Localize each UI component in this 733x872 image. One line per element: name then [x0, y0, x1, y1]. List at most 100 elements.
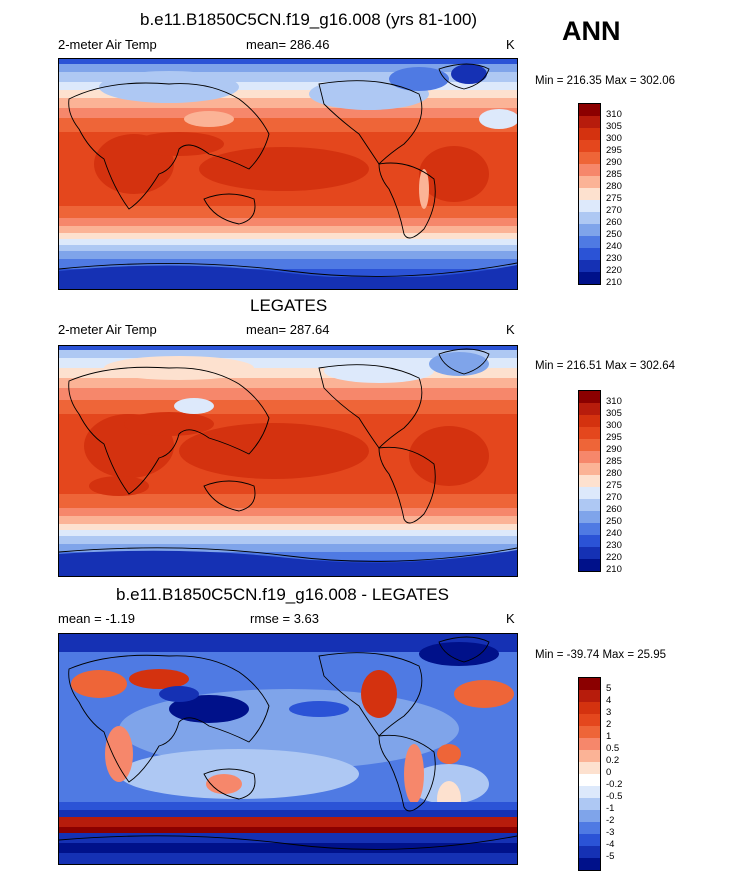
colorbar-tick: 300	[606, 133, 622, 144]
colorbar-tick: 285	[606, 456, 622, 467]
colorbar-swatch	[579, 714, 600, 726]
panel-3-map	[58, 633, 518, 865]
colorbar-swatch	[579, 750, 600, 762]
colorbar-tick: 275	[606, 193, 622, 204]
colorbar-swatch	[579, 774, 600, 786]
colorbar-swatch	[579, 403, 600, 415]
panel-2-variable-label: 2-meter Air Temp	[58, 322, 157, 337]
colorbar-swatch	[579, 738, 600, 750]
panel-1-map	[58, 58, 518, 290]
panel-1-units-label: K	[506, 37, 515, 52]
panel-2-colorbar	[578, 390, 601, 572]
panel-3-mean-label: mean = -1.19	[58, 611, 135, 626]
panel-1-minmax: Min = 216.35 Max = 302.06	[535, 75, 676, 87]
colorbar-swatch	[579, 260, 600, 272]
colorbar-swatch	[579, 822, 600, 834]
colorbar-swatch	[579, 523, 600, 535]
colorbar-swatch	[579, 391, 600, 403]
panel-3-title: b.e11.B1850C5CN.f19_g16.008 - LEGATES	[116, 585, 449, 604]
panel-1-mean-label: mean= 286.46	[246, 37, 330, 52]
colorbar-swatch	[579, 475, 600, 487]
colorbar-swatch	[579, 463, 600, 475]
panel-3-units-label: K	[506, 611, 515, 626]
colorbar-tick: -4	[606, 839, 615, 850]
colorbar-swatch	[579, 116, 600, 128]
colorbar-swatch	[579, 224, 600, 236]
colorbar-tick: 295	[606, 432, 622, 443]
colorbar-swatch	[579, 535, 600, 547]
colorbar-tick: 290	[606, 444, 622, 455]
colorbar-tick: 240	[606, 528, 622, 539]
colorbar-swatch	[579, 858, 600, 870]
colorbar-tick: 220	[606, 552, 622, 563]
colorbar-swatch	[579, 272, 600, 284]
colorbar-tick: 210	[606, 277, 622, 288]
colorbar-tick: 295	[606, 145, 622, 156]
colorbar-swatch	[579, 451, 600, 463]
colorbar-swatch	[579, 690, 600, 702]
colorbar-tick: 305	[606, 121, 622, 132]
panel-3-colorbar	[578, 677, 601, 871]
colorbar-swatch	[579, 846, 600, 858]
panel-2-map	[58, 345, 518, 577]
colorbar-tick: 280	[606, 468, 622, 479]
panel-2-mean-label: mean= 287.64	[246, 322, 330, 337]
colorbar-tick: -3	[606, 827, 615, 838]
colorbar-tick: 230	[606, 540, 622, 551]
season-label: ANN	[562, 16, 621, 46]
colorbar-tick: 250	[606, 229, 622, 240]
colorbar-swatch	[579, 427, 600, 439]
colorbar-tick: 275	[606, 480, 622, 491]
colorbar-swatch	[579, 547, 600, 559]
colorbar-tick: 0.5	[606, 743, 620, 754]
colorbar-swatch	[579, 499, 600, 511]
panel-1-variable-label: 2-meter Air Temp	[58, 37, 157, 52]
colorbar-tick: 305	[606, 408, 622, 419]
colorbar-swatch	[579, 810, 600, 822]
colorbar-swatch	[579, 164, 600, 176]
colorbar-tick: 270	[606, 205, 622, 216]
colorbar-swatch	[579, 104, 600, 116]
colorbar-swatch	[579, 248, 600, 260]
colorbar-swatch	[579, 762, 600, 774]
colorbar-swatch	[579, 834, 600, 846]
colorbar-tick: 0.2	[606, 755, 620, 766]
colorbar-tick: 260	[606, 504, 622, 515]
colorbar-swatch	[579, 176, 600, 188]
colorbar-tick: -2	[606, 815, 615, 826]
colorbar-swatch	[579, 511, 600, 523]
colorbar-swatch	[579, 200, 600, 212]
colorbar-tick: 250	[606, 516, 622, 527]
colorbar-tick: 2	[606, 719, 612, 730]
colorbar-tick: -0.5	[606, 791, 623, 802]
colorbar-swatch	[579, 140, 600, 152]
colorbar-tick: 280	[606, 181, 622, 192]
colorbar-swatch	[579, 212, 600, 224]
panel-3-minmax: Min = -39.74 Max = 25.95	[535, 649, 667, 661]
panel-1-colorbar	[578, 103, 601, 285]
colorbar-tick: 310	[606, 396, 622, 407]
colorbar-tick: 300	[606, 420, 622, 431]
colorbar-tick: -1	[606, 803, 615, 814]
colorbar-tick: 310	[606, 109, 622, 120]
panel-2-minmax: Min = 216.51 Max = 302.64	[535, 360, 676, 372]
colorbar-tick: -0.2	[606, 779, 623, 790]
colorbar-tick: 0	[606, 767, 612, 778]
colorbar-tick: 5	[606, 683, 612, 694]
colorbar-swatch	[579, 798, 600, 810]
panel-2-units-label: K	[506, 322, 515, 337]
colorbar-swatch	[579, 188, 600, 200]
colorbar-tick: 1	[606, 731, 612, 742]
colorbar-swatch	[579, 152, 600, 164]
colorbar-tick: 270	[606, 492, 622, 503]
colorbar-tick: 290	[606, 157, 622, 168]
colorbar-tick: 3	[606, 707, 612, 718]
colorbar-tick: 240	[606, 241, 622, 252]
colorbar-tick: 210	[606, 564, 622, 575]
colorbar-swatch	[579, 439, 600, 451]
colorbar-swatch	[579, 487, 600, 499]
colorbar-swatch	[579, 236, 600, 248]
colorbar-tick: 220	[606, 265, 622, 276]
colorbar-swatch	[579, 702, 600, 714]
colorbar-swatch	[579, 786, 600, 798]
